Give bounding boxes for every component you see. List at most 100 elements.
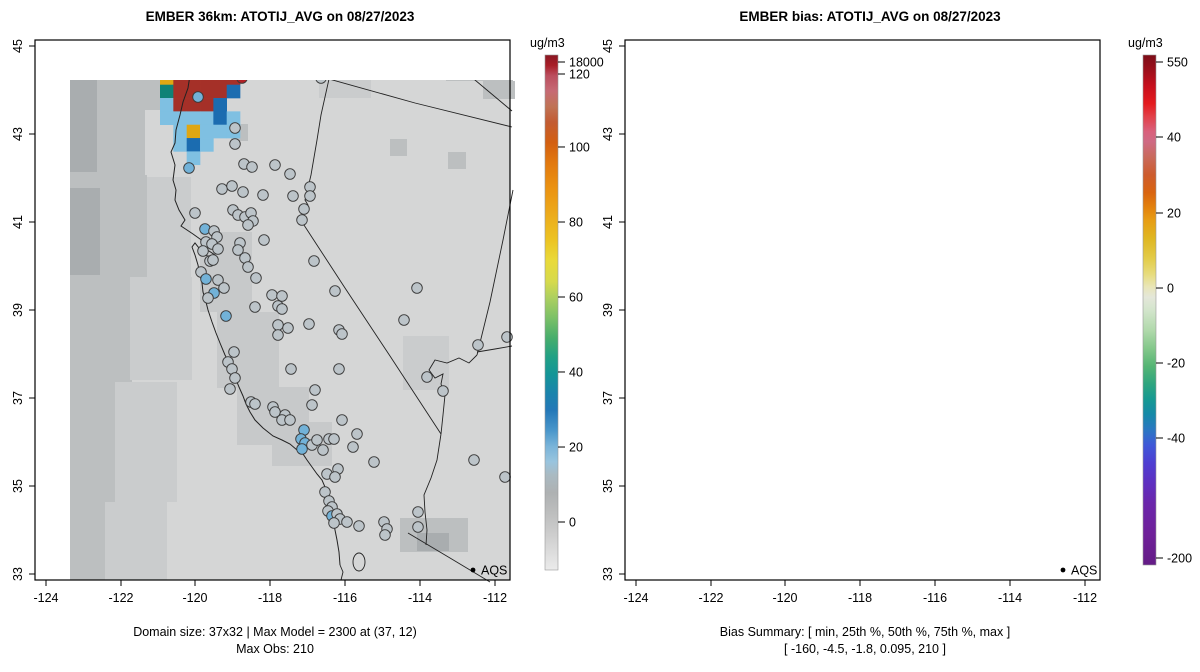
aqs-station-point [228, 346, 240, 358]
model-hotspot-cell [200, 58, 214, 72]
y-tick-label: 39 [601, 303, 615, 317]
colorbar-tick-label: 40 [569, 365, 583, 379]
aqs-station-point [333, 363, 345, 375]
model-grid-patch [105, 502, 167, 580]
aqs-station-point [908, 445, 919, 456]
aqs-station-point [912, 469, 923, 480]
x-tick-label: -118 [258, 591, 282, 605]
x-tick-label: -120 [772, 591, 797, 605]
aqs-station-point [790, 224, 801, 235]
model-hotspot-cell [160, 80, 174, 85]
model-hotspot-cell [173, 84, 187, 99]
model-hotspot-cell [173, 138, 187, 152]
aqs-station-point [1063, 340, 1074, 351]
right-colorbar [1142, 54, 1157, 566]
colorbar-tick-label: 40 [1167, 131, 1181, 145]
aqs-station-point [878, 191, 889, 202]
aqs-station-point [906, 73, 917, 84]
aqs-station-point [972, 524, 983, 535]
x-tick-label: -114 [408, 591, 432, 605]
aqs-station-point [932, 517, 943, 528]
aqs-station-point [780, 208, 791, 219]
aqs-station-point [257, 189, 269, 201]
y-tick-label: 45 [11, 39, 25, 53]
aqs-station-point [897, 440, 908, 451]
model-grid-patch [35, 195, 49, 257]
aqs-station-point [328, 433, 340, 445]
aqs-station-point [860, 60, 871, 71]
aqs-station-point [917, 511, 928, 522]
aqs-station-point [224, 383, 236, 395]
model-hotspot-cell [186, 80, 201, 85]
aqs-station-point [830, 253, 841, 264]
aqs-station-point [398, 314, 410, 326]
aqs-station-point [329, 471, 341, 483]
colorbar-tick-label: 80 [569, 216, 583, 230]
model-grid-patch [115, 382, 177, 502]
aqs-station-point [867, 304, 878, 315]
aqs-station-point [783, 92, 794, 103]
model-hotspot-cell [160, 45, 174, 59]
x-tick-label: -114 [998, 591, 1022, 605]
left-colorbar [544, 54, 559, 571]
aqs-station-point [1041, 40, 1052, 51]
aqs-station-point [1059, 455, 1070, 466]
aqs-station-point [192, 91, 204, 103]
model-hotspot-cell [240, 58, 254, 72]
aqs-station-point [876, 364, 887, 375]
aqs-station-point [229, 138, 241, 150]
aqs-station-point [829, 159, 840, 170]
y-tick-label: 35 [11, 479, 25, 493]
aqs-station-point [798, 255, 809, 266]
aqs-station-point [791, 237, 802, 248]
aqs-station-point [899, 256, 910, 267]
x-tick-label: -112 [1073, 591, 1097, 605]
aqs-station-point [817, 364, 828, 375]
model-grid-patch [35, 257, 49, 317]
aqs-station-point [795, 256, 806, 267]
aqs-station-point [269, 159, 281, 171]
state-border-line [339, 564, 344, 581]
aqs-station-point [468, 454, 480, 466]
aqs-station-point [266, 289, 278, 301]
model-hotspot-cell [227, 58, 241, 72]
aqs-legend-label: AQS [1071, 564, 1097, 578]
aqs-station-point [270, 60, 281, 71]
aqs-station-point [328, 517, 340, 529]
aqs-station-point [811, 311, 822, 322]
model-grid-patch [390, 139, 407, 156]
aqs-station-point [860, 407, 871, 418]
model-hotspot-cell [213, 80, 227, 85]
state-border-line [892, 222, 1031, 434]
aqs-station-point [819, 347, 830, 358]
left-caption-line1: Domain size: 37x32 | Max Model = 2300 at… [133, 625, 417, 639]
aqs-station-point [858, 402, 869, 413]
aqs-station-point [922, 509, 933, 520]
aqs-station-point [200, 273, 212, 285]
state-border-line [1023, 40, 1102, 111]
aqs-station-point [802, 232, 813, 243]
aqs-station-point [237, 186, 249, 198]
model-hotspot-cell [227, 31, 241, 45]
aqs-station-point [970, 530, 981, 541]
aqs-station-point [924, 325, 935, 336]
aqs-station-point [1003, 522, 1014, 533]
aqs-station-point [887, 215, 898, 226]
aqs-station-point [919, 434, 930, 445]
y-tick-label: 43 [11, 127, 25, 141]
aqs-station-point [830, 212, 841, 223]
aqs-station-point [917, 502, 928, 513]
model-hotspot-cell [240, 31, 254, 45]
model-hotspot-cell [240, 45, 254, 59]
model-hotspot-cell [213, 45, 227, 59]
state-border-line [476, 345, 513, 353]
aqs-station-point [1028, 386, 1039, 397]
model-hotspot-cell [267, 45, 281, 59]
aqs-station-point [336, 414, 348, 426]
aqs-station-point [249, 398, 261, 410]
aqs-station-point [472, 339, 484, 351]
model-grid-patch [70, 80, 97, 172]
aqs-station-point [412, 506, 424, 518]
model-hotspot-cell [173, 31, 187, 45]
model-hotspot-cell [253, 31, 267, 45]
